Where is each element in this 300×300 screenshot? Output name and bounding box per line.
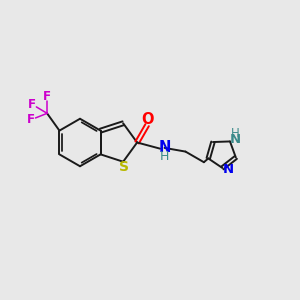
Text: N: N: [222, 164, 233, 176]
Text: O: O: [141, 112, 153, 127]
Text: F: F: [27, 113, 35, 127]
Text: H: H: [231, 128, 240, 140]
Text: F: F: [43, 90, 51, 103]
Text: H: H: [160, 150, 169, 163]
Text: F: F: [28, 98, 36, 111]
Text: N: N: [158, 140, 171, 155]
Text: N: N: [230, 133, 241, 146]
Text: S: S: [119, 160, 129, 174]
